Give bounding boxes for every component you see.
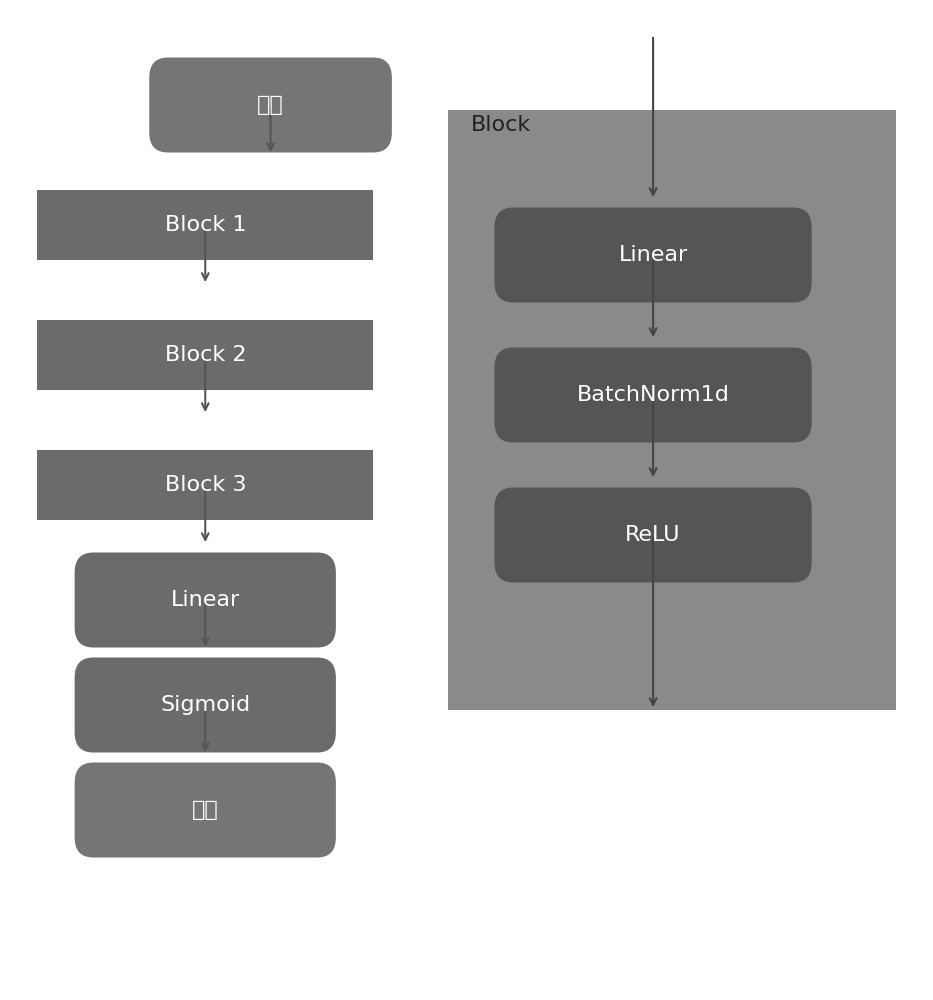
- Text: Block 1: Block 1: [164, 215, 246, 235]
- Text: Block 2: Block 2: [164, 345, 246, 365]
- FancyBboxPatch shape: [75, 762, 336, 857]
- FancyBboxPatch shape: [448, 110, 896, 710]
- Text: Linear: Linear: [619, 245, 688, 265]
- Text: ReLU: ReLU: [625, 525, 681, 545]
- Text: BatchNorm1d: BatchNorm1d: [577, 385, 730, 405]
- Text: 输出: 输出: [192, 800, 218, 820]
- FancyBboxPatch shape: [494, 208, 812, 302]
- FancyBboxPatch shape: [494, 488, 812, 582]
- FancyBboxPatch shape: [37, 190, 373, 260]
- Text: Linear: Linear: [171, 590, 240, 610]
- FancyBboxPatch shape: [75, 658, 336, 753]
- FancyBboxPatch shape: [149, 57, 392, 152]
- Text: Sigmoid: Sigmoid: [160, 695, 250, 715]
- FancyBboxPatch shape: [37, 320, 373, 390]
- FancyBboxPatch shape: [37, 450, 373, 520]
- Text: Block 3: Block 3: [164, 475, 246, 495]
- Text: Block: Block: [471, 115, 532, 135]
- FancyBboxPatch shape: [494, 348, 812, 442]
- FancyBboxPatch shape: [75, 552, 336, 648]
- Text: 输入: 输入: [258, 95, 284, 115]
